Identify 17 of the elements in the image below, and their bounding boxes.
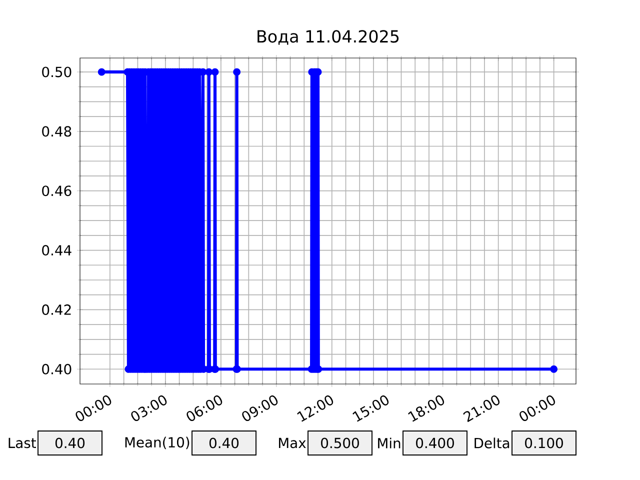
text: Last (8, 438, 36, 448)
text: Mean(10) (125, 436, 190, 450)
text: 0.100 (525, 438, 563, 448)
text: Delta (474, 438, 510, 448)
text: 0.40 (55, 438, 85, 448)
y-tick-label: 0.44 (42, 245, 72, 256)
y-tick-label: 0.42 (42, 304, 71, 315)
text: Max (278, 438, 306, 448)
y-tick-label: 0.46 (42, 186, 72, 196)
text: 0.500 (321, 438, 359, 448)
text: Min (378, 438, 400, 448)
chart-title: Вода 11.04.2025 (258, 30, 399, 45)
text: 0.40 (209, 438, 239, 448)
y-tick-label: 0.40 (42, 364, 72, 374)
y-tick-label: 0.48 (42, 126, 72, 137)
y-tick-label: 0.50 (42, 66, 72, 78)
text: 0.400 (416, 438, 454, 448)
